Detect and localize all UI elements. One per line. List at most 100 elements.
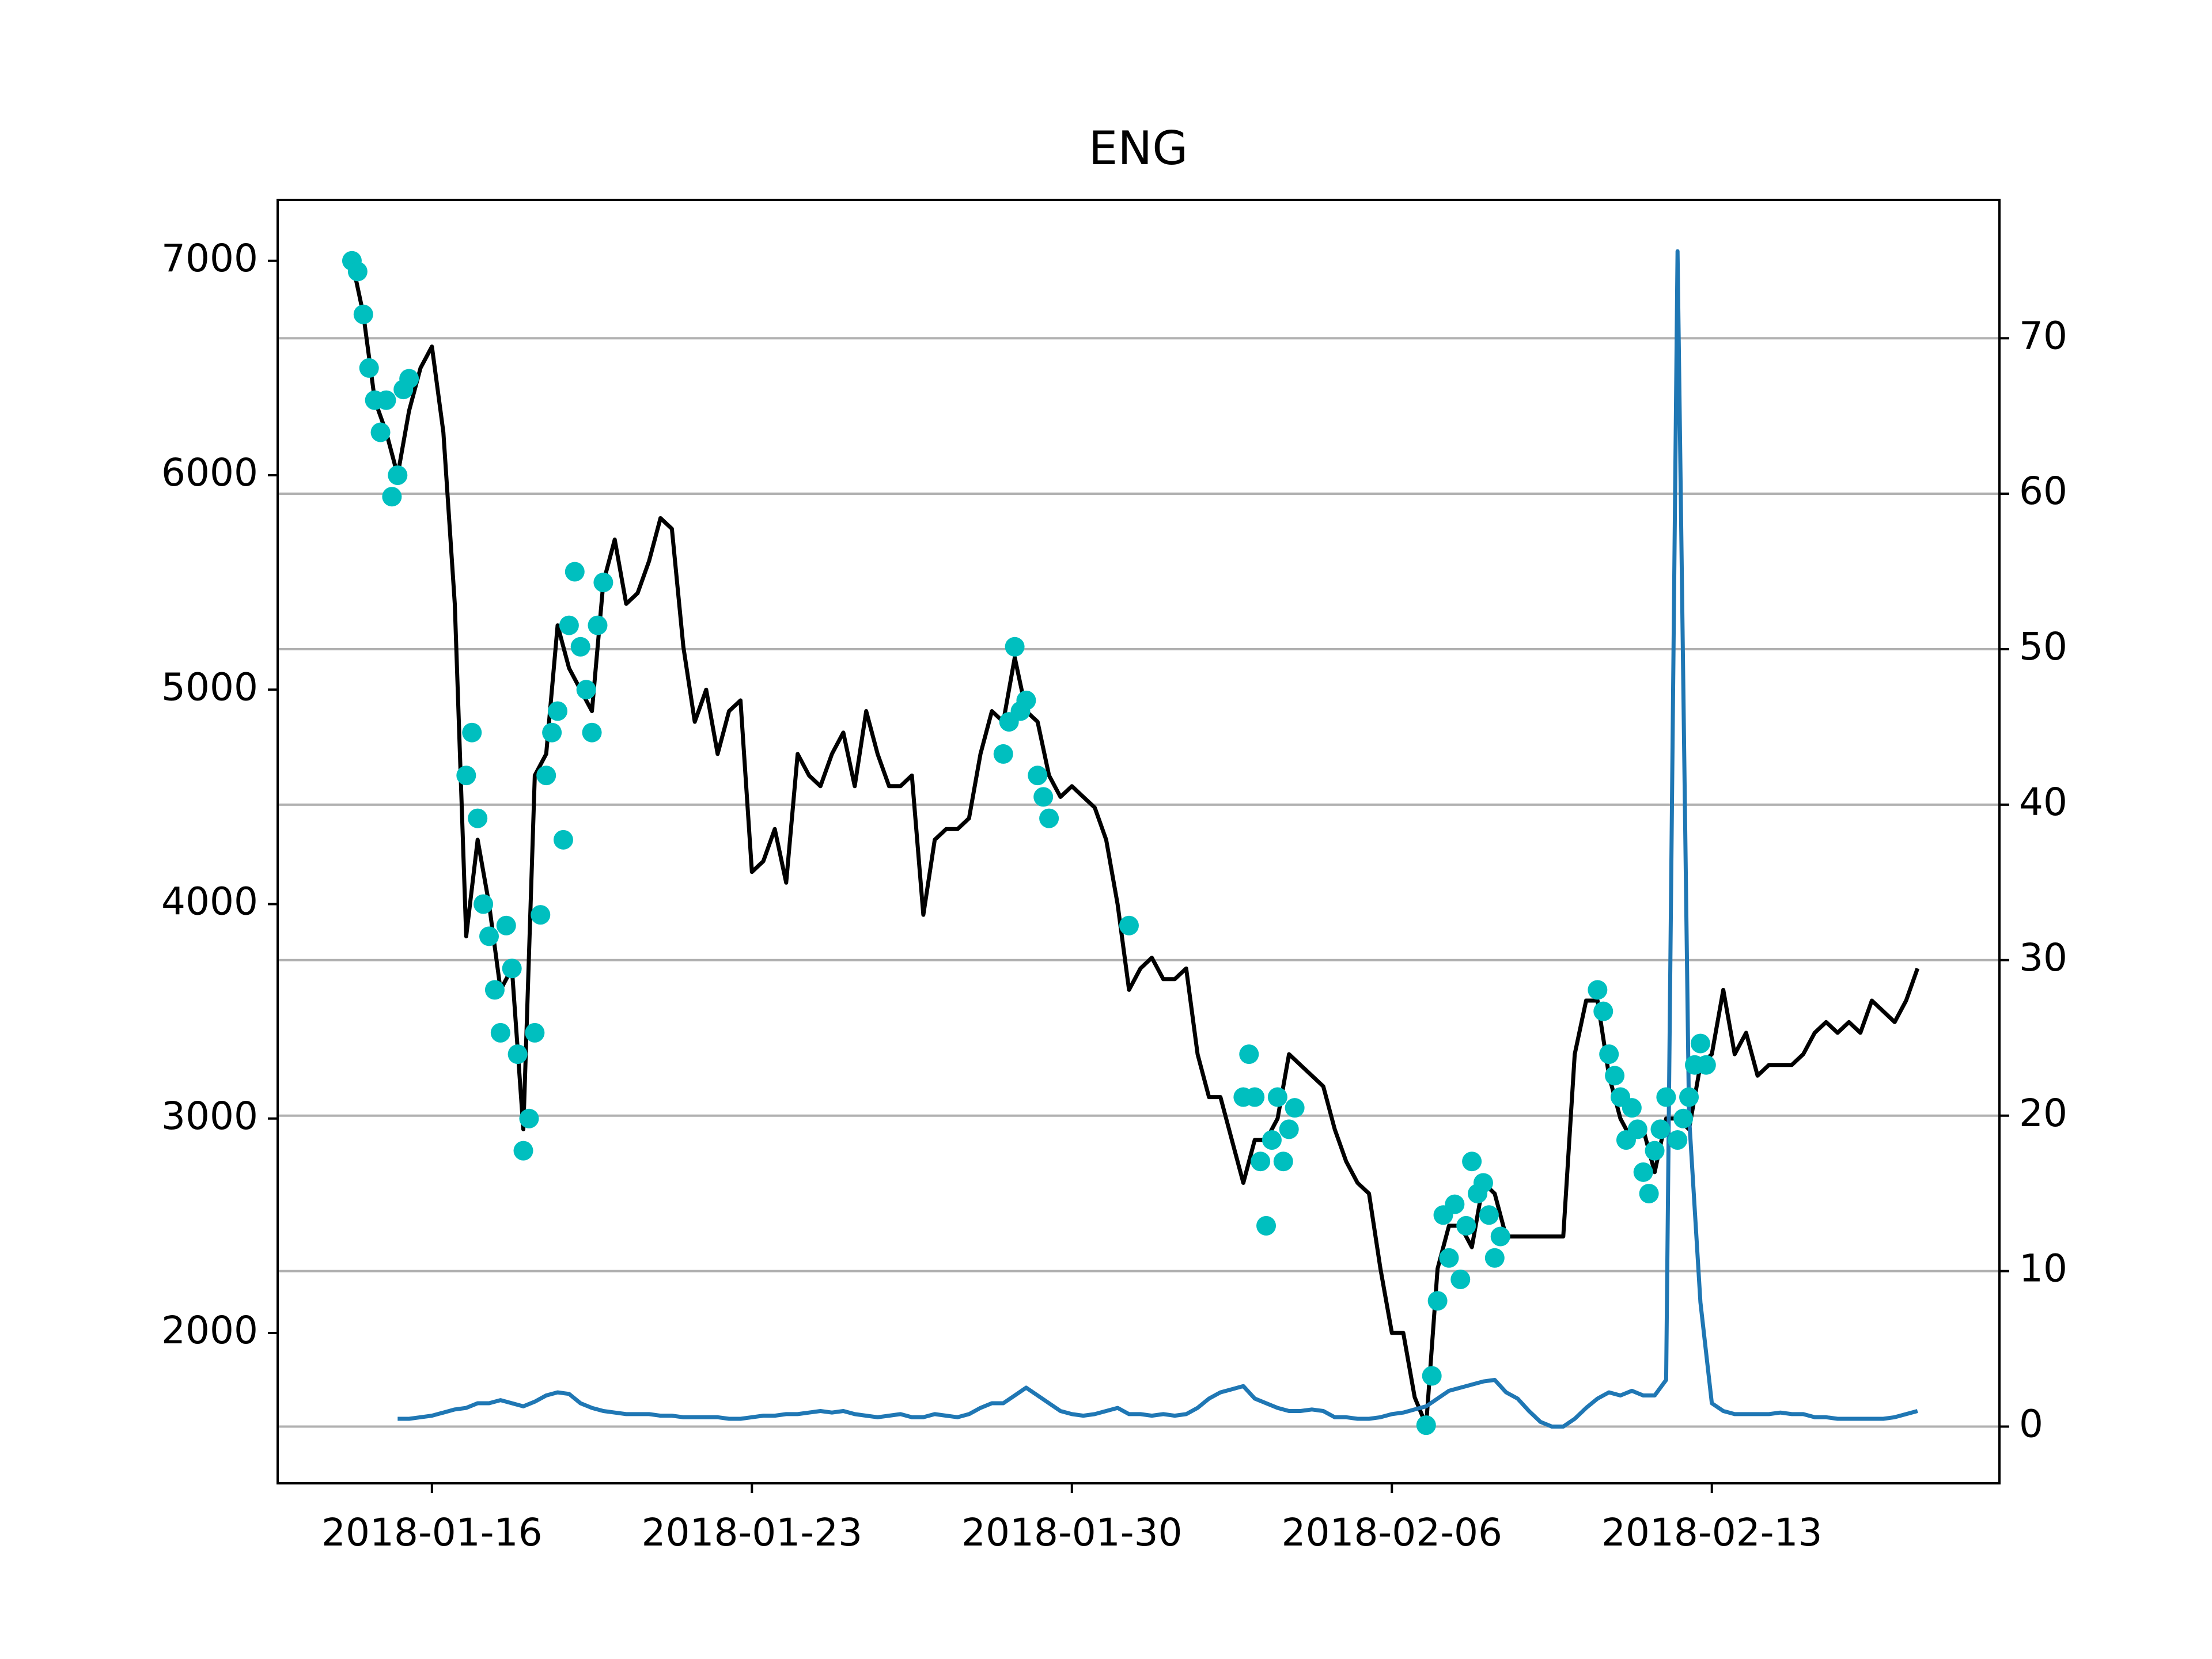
scatter-point (565, 562, 585, 582)
scatter-point (1656, 1087, 1676, 1107)
scatter-point (376, 390, 396, 410)
scatter-point (1673, 1108, 1694, 1128)
scatter-point (1416, 1415, 1436, 1435)
scatter-point (1593, 1001, 1613, 1021)
scatter-point (1427, 1291, 1448, 1311)
scatter-point (496, 915, 516, 935)
scatter-point (1622, 1098, 1642, 1118)
scatter-point (993, 744, 1013, 764)
scatter-point (1588, 980, 1608, 1000)
scatter-point (1422, 1366, 1442, 1386)
scatter-point (1005, 637, 1025, 657)
y-tick-label: 7000 (161, 236, 258, 281)
scatter-point (582, 722, 602, 743)
scatter-point (490, 1022, 510, 1043)
y2-tick-label: 0 (2019, 1402, 2043, 1446)
scatter-point (1627, 1119, 1647, 1139)
scatter-point (1645, 1141, 1665, 1161)
scatter-point (1479, 1205, 1499, 1225)
scatter-point (525, 1022, 545, 1043)
y-tick-label: 6000 (161, 450, 258, 495)
scatter-point (1690, 1033, 1710, 1054)
scatter-point (513, 1141, 533, 1161)
scatter-point (353, 304, 373, 324)
scatter-point (559, 615, 579, 635)
y2-tick-label: 40 (2019, 780, 2067, 824)
scatter-point (1696, 1055, 1716, 1075)
scatter-point (1285, 1098, 1305, 1118)
x-tick-label: 2018-02-13 (1601, 1510, 1823, 1555)
y2-tick-label: 10 (2019, 1247, 2067, 1291)
scatter-point (1273, 1152, 1293, 1172)
scatter-point (388, 465, 408, 485)
scatter-point (474, 894, 494, 914)
y-tick-label: 2000 (161, 1308, 258, 1353)
x-tick-label: 2018-01-16 (321, 1510, 543, 1555)
data-line (350, 260, 1920, 1427)
scatter-point (1119, 915, 1139, 935)
data-line (397, 249, 1918, 1429)
scatter-point (1262, 1130, 1282, 1150)
y-tick-label: 3000 (161, 1094, 258, 1138)
scatter-point (456, 766, 476, 786)
scatter-point (1450, 1269, 1471, 1289)
y2-tick-label: 20 (2019, 1091, 2067, 1135)
y2-tick-label: 50 (2019, 624, 2067, 669)
scatter-point (1439, 1248, 1459, 1268)
scatter-point (1650, 1119, 1671, 1139)
scatter-point (542, 722, 562, 743)
x-tick-label: 2018-01-30 (961, 1510, 1183, 1555)
scatter-point (359, 358, 379, 378)
scatter-point (484, 980, 505, 1000)
y2-tick-label: 60 (2019, 469, 2067, 513)
scatter-point (519, 1108, 539, 1128)
scatter-point (1456, 1215, 1476, 1236)
scatter-point (370, 422, 391, 442)
scatter-point (1251, 1152, 1271, 1172)
scatter-point (479, 926, 499, 946)
scatter-point (502, 959, 522, 979)
scatter-point (576, 680, 596, 700)
scatter-point (1639, 1184, 1659, 1204)
scatter-point (1245, 1087, 1265, 1107)
scatter-point (548, 701, 568, 721)
scatter-point (399, 369, 419, 389)
scatter-point (507, 1044, 528, 1065)
scatter-point (1256, 1215, 1277, 1236)
scatter-point (1028, 766, 1048, 786)
scatter-point (1267, 1087, 1287, 1107)
scatter-point (570, 637, 590, 657)
scatter-point (1473, 1173, 1493, 1193)
scatter-point (1462, 1152, 1482, 1172)
scatter-point (1445, 1194, 1465, 1214)
scatter-point (1279, 1119, 1299, 1139)
y2-tick-label: 70 (2019, 313, 2067, 358)
scatter-point (1679, 1087, 1699, 1107)
scatter-point (553, 830, 573, 850)
scatter-point (462, 722, 482, 743)
plot-frame (276, 199, 2001, 1484)
scatter-point (536, 766, 556, 786)
scatter-point (531, 905, 551, 925)
scatter-point (1605, 1066, 1625, 1086)
scatter-point (1633, 1162, 1653, 1182)
scatter-point (1599, 1044, 1619, 1065)
scatter-point (1039, 808, 1059, 828)
scatter-point (1484, 1248, 1505, 1268)
chart-title: ENG (1089, 122, 1188, 175)
scatter-point (1016, 690, 1036, 710)
scatter-point (1033, 787, 1054, 807)
scatter-point (468, 808, 488, 828)
x-tick-label: 2018-01-23 (642, 1510, 863, 1555)
x-tick-label: 2018-02-06 (1281, 1510, 1502, 1555)
scatter-point (382, 487, 402, 507)
scatter-point (1668, 1130, 1688, 1150)
scatter-point (1239, 1044, 1259, 1065)
scatter-point (347, 262, 368, 282)
y-tick-label: 4000 (161, 880, 258, 924)
y2-tick-label: 30 (2019, 935, 2067, 980)
scatter-point (593, 573, 613, 593)
scatter-point (588, 615, 608, 635)
